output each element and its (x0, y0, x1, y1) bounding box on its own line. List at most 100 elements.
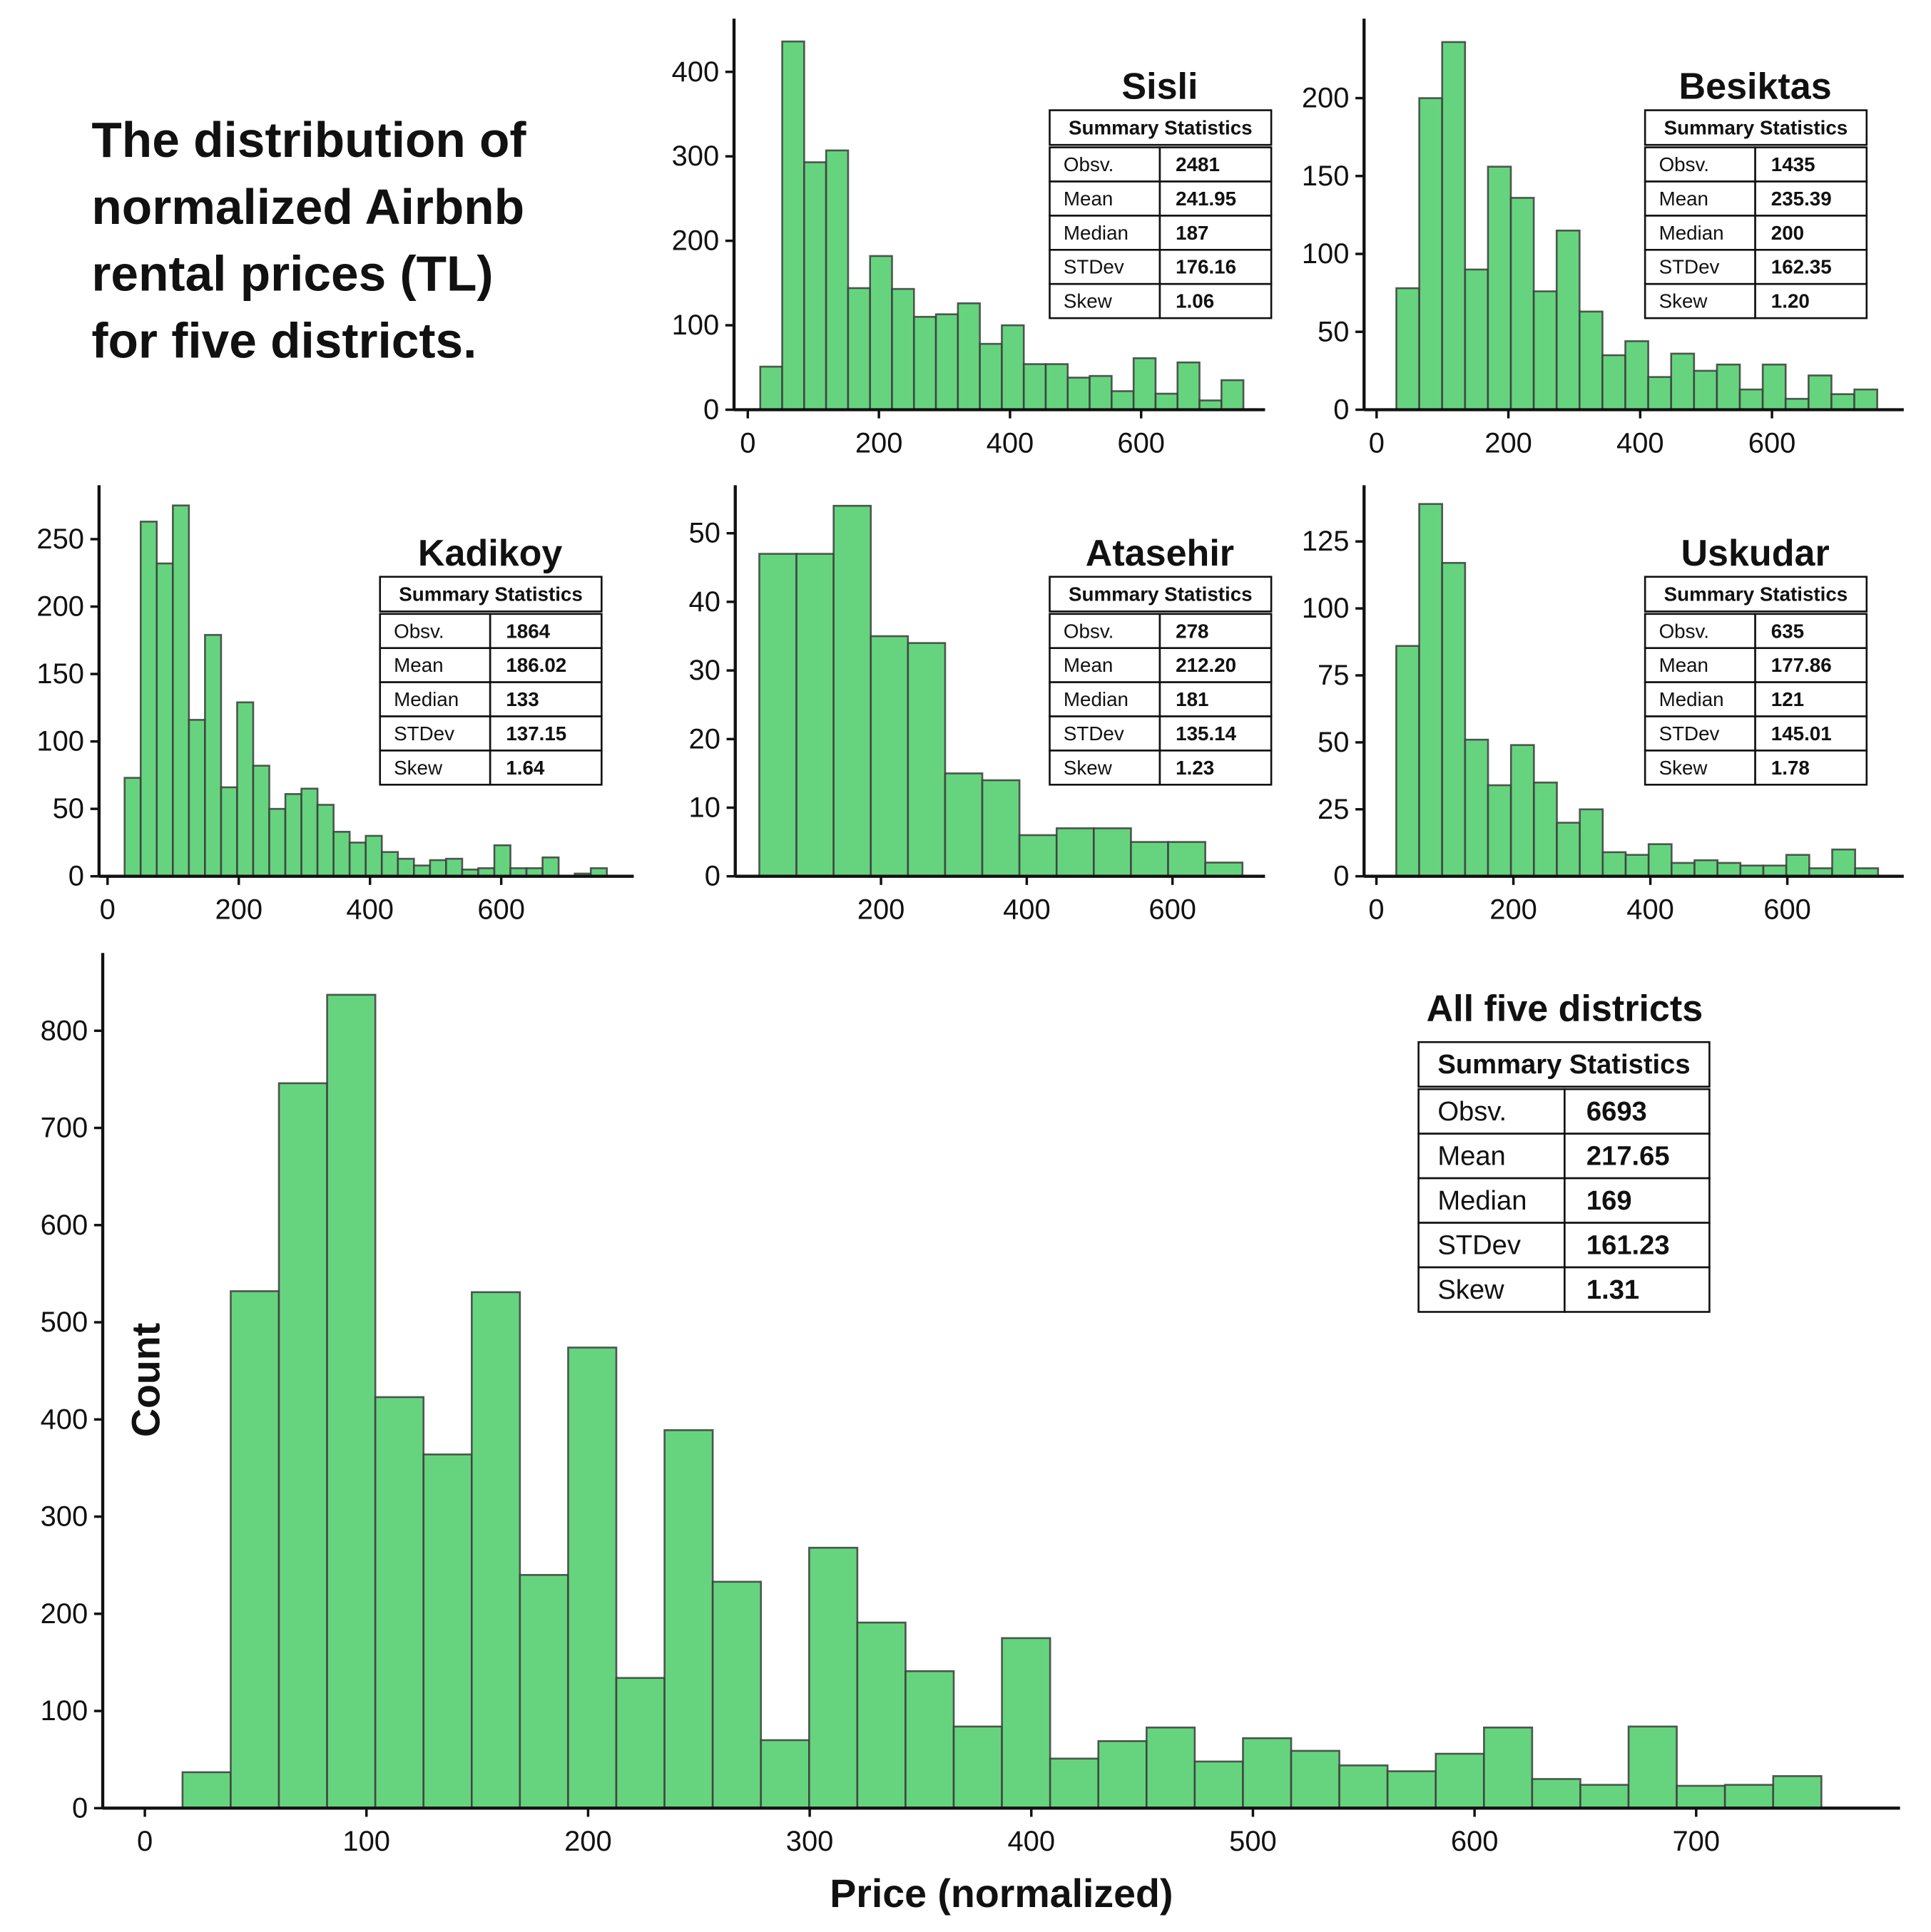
x-tick-label: 200 (857, 894, 905, 926)
table-cell (1754, 146, 1868, 183)
bar (781, 40, 805, 411)
table-cell (1754, 681, 1868, 717)
y-tick-label: 50 (53, 793, 84, 824)
x-tick-label: 100 (342, 1826, 390, 1857)
table-row-label: Obsv. (1064, 620, 1114, 642)
bar (1097, 1740, 1148, 1809)
table-cell (1754, 715, 1868, 752)
bar (1785, 854, 1810, 877)
table-row-value: 1435 (1771, 153, 1815, 175)
table-row-label: STDev (1659, 722, 1720, 745)
y-tick-label: 200 (1302, 83, 1350, 114)
table-row-value: 212.20 (1176, 654, 1236, 676)
bar (1089, 374, 1113, 411)
bar (397, 857, 415, 877)
bar (236, 701, 255, 877)
y-tick-label: 600 (41, 1210, 88, 1241)
table-row-label: Median (394, 688, 459, 710)
bar (1418, 503, 1444, 877)
bar (869, 255, 893, 411)
table-row-value: 162.35 (1771, 256, 1832, 278)
bar (1579, 1784, 1630, 1809)
table-cell (1049, 215, 1161, 251)
bar (1624, 340, 1649, 411)
x-tick-label: 600 (1748, 427, 1796, 459)
table-header: Summary Statistics (1664, 116, 1848, 138)
bar (493, 844, 511, 877)
bar (1435, 1752, 1485, 1809)
table-header: Summary Statistics (1437, 1049, 1690, 1080)
table-cell (1049, 282, 1161, 320)
table-row-value: 1.20 (1771, 290, 1810, 312)
table-cell (489, 647, 603, 683)
table-row-value: 181 (1176, 688, 1208, 710)
table-row-value: 235.39 (1771, 188, 1832, 210)
table-row-label: STDev (1437, 1230, 1521, 1260)
bar (1533, 781, 1558, 877)
table-cell (379, 613, 491, 650)
bar (567, 1346, 618, 1809)
table-header: Summary Statistics (399, 583, 583, 605)
table-cell (1754, 647, 1868, 683)
bar (1001, 324, 1025, 411)
table-row-label: Skew (1064, 757, 1113, 779)
table-row-label: Skew (1437, 1274, 1504, 1305)
table-cell (1049, 647, 1161, 683)
table-cell (1644, 613, 1756, 650)
bar (252, 765, 270, 877)
bar (856, 1621, 907, 1809)
bar (139, 521, 158, 877)
bar (795, 553, 835, 877)
table-header-cell (1644, 109, 1868, 146)
table-row-value: 1.23 (1176, 757, 1214, 779)
bar (332, 830, 351, 877)
table-row-label: Median (1437, 1185, 1527, 1216)
table-cell (1417, 1088, 1566, 1135)
bar (803, 161, 827, 411)
table-row-label: Skew (1064, 290, 1113, 312)
bar (1204, 862, 1244, 877)
chart-title: Kadikoy (418, 533, 563, 574)
x-tick-label: 0 (100, 894, 116, 926)
bar (1831, 848, 1856, 877)
x-tick-label: 700 (1672, 1826, 1720, 1857)
table-cell (1158, 180, 1273, 217)
table-row-value: 2481 (1176, 153, 1220, 175)
table-row-label: Mean (1064, 654, 1113, 676)
bar (981, 779, 1021, 877)
table-row-value: 1.64 (506, 757, 545, 779)
bar (429, 859, 447, 877)
table-cell (1564, 1133, 1711, 1180)
table-row-label: Mean (1064, 188, 1113, 210)
table-cell (379, 647, 491, 683)
table-cell (1644, 282, 1756, 320)
bar (1044, 363, 1069, 411)
y-tick-label: 150 (1302, 160, 1350, 192)
table-row-label: Obsv. (1659, 153, 1709, 175)
table-row-value: 6693 (1586, 1096, 1647, 1127)
bar (316, 804, 335, 877)
bar (1601, 851, 1627, 877)
bar (1167, 841, 1206, 877)
x-tick-label: 400 (1007, 1826, 1055, 1857)
table-row-label: Median (1064, 222, 1128, 244)
bar (1716, 862, 1742, 877)
table-row-value: 217.65 (1586, 1140, 1670, 1171)
x-tick-label: 200 (1489, 894, 1537, 926)
bar (1738, 388, 1764, 411)
bar (891, 287, 915, 411)
bar (1509, 744, 1535, 877)
bar (1772, 1775, 1823, 1809)
x-tick-label: 200 (1484, 427, 1532, 459)
bar (445, 857, 464, 877)
x-tick-label: 600 (477, 894, 525, 926)
x-tick-label: 500 (1229, 1826, 1277, 1857)
x-tick-label: 600 (1763, 894, 1811, 926)
bar (374, 1396, 425, 1809)
table-row-value: 137.15 (506, 722, 566, 745)
table-row-value: 241.95 (1176, 188, 1236, 210)
bar (422, 1453, 473, 1809)
bar (957, 302, 981, 411)
